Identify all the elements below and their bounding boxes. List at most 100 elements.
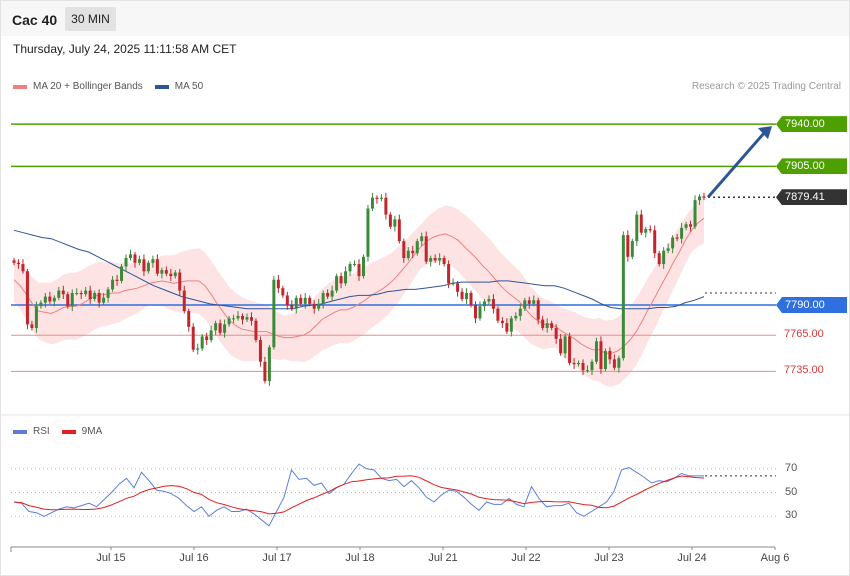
candle-body <box>339 276 343 284</box>
candle-body <box>388 214 392 227</box>
candle-body <box>514 315 518 319</box>
candle-body <box>379 197 383 199</box>
candle-body <box>617 358 621 368</box>
rsi-tick-label: 70 <box>785 461 798 474</box>
candle-body <box>599 341 603 369</box>
price-legend: MA 20 + Bollinger Bands MA 50 <box>13 81 215 92</box>
candle-body <box>299 297 303 304</box>
rsi-tick-label: 30 <box>785 509 798 522</box>
candle-body <box>34 306 38 328</box>
candle-body <box>308 297 312 304</box>
candle-body <box>559 338 563 354</box>
bollinger-band <box>14 193 704 387</box>
header-bar: Cac 40 30 MIN <box>1 1 849 36</box>
x-axis-label: Jul 23 <box>594 552 624 564</box>
candle-body <box>353 264 357 266</box>
forecast-arrow-head-icon <box>758 126 772 140</box>
research-credit: Research © 2025 Trading Central <box>691 81 841 92</box>
candle-body <box>693 200 697 227</box>
candle-body <box>487 299 491 302</box>
candle-body <box>303 297 307 304</box>
candle-body <box>16 262 20 265</box>
candle-body <box>254 320 258 341</box>
candle-body <box>460 291 464 300</box>
candle-body <box>57 290 61 298</box>
candle-body <box>214 323 218 331</box>
candle-body <box>196 348 200 350</box>
candle-body <box>267 347 271 382</box>
candle-body <box>603 350 607 369</box>
candle-body <box>465 292 469 300</box>
legend-item-rsi: RSI <box>13 426 50 437</box>
level-label-7765.00: 7765.00 <box>784 328 824 341</box>
candle-body <box>218 323 222 333</box>
ma50-swatch-icon <box>154 84 169 89</box>
x-axis-label: Jul 15 <box>96 552 126 564</box>
candle-body <box>178 272 182 291</box>
x-axis-label: Aug 6 <box>760 552 790 564</box>
candle-body <box>594 341 598 362</box>
candle-body <box>48 296 52 302</box>
candle-body <box>572 362 576 365</box>
candle-body <box>545 323 549 328</box>
candle-body <box>61 290 65 295</box>
candle-body <box>344 271 348 284</box>
candle-body <box>478 306 482 319</box>
candle-body <box>223 324 227 333</box>
candle-body <box>577 362 581 365</box>
candle-body <box>312 303 316 309</box>
candle-body <box>66 294 70 307</box>
candle-body <box>523 300 527 309</box>
candle-body <box>232 318 236 320</box>
candle-body <box>111 279 115 290</box>
interval-selector[interactable]: 30 MIN <box>65 7 116 31</box>
candle-body <box>128 254 132 259</box>
candle-body <box>675 237 679 239</box>
legend-item-ma20: MA 20 + Bollinger Bands <box>13 81 143 92</box>
candle-body <box>527 300 531 304</box>
candle-body <box>43 296 47 303</box>
candle-body <box>482 301 486 307</box>
candle-body <box>586 370 590 372</box>
candle-body <box>133 254 137 263</box>
x-axis-label: Jul 22 <box>511 552 541 564</box>
candle-body <box>335 276 339 291</box>
candle-body <box>317 303 321 309</box>
level-label-7905.00: 7905.00 <box>776 158 847 175</box>
candle-body <box>411 250 415 254</box>
candle-body <box>169 273 173 277</box>
candle-body <box>590 361 594 371</box>
candle-body <box>187 311 191 327</box>
candle-body <box>666 248 670 251</box>
candle-body <box>151 259 155 263</box>
candle-body <box>689 224 693 227</box>
candle-body <box>621 235 625 359</box>
candle-body <box>397 219 401 242</box>
candle-body <box>433 258 437 261</box>
instrument-title: Cac 40 <box>12 12 58 28</box>
legend-item-9ma: 9MA <box>61 426 103 437</box>
candle-body <box>272 279 276 348</box>
candle-body <box>536 300 540 320</box>
legend-label-9ma: 9MA <box>81 426 103 437</box>
candle-body <box>429 258 433 262</box>
candle-body <box>451 283 455 285</box>
candle-body <box>406 250 410 259</box>
candle-body <box>205 336 209 341</box>
candle-body <box>702 196 706 198</box>
candle-body <box>684 224 688 228</box>
candle-body <box>294 297 298 309</box>
candle-body <box>370 197 374 209</box>
candle-body <box>393 219 397 227</box>
candle-body <box>518 308 522 316</box>
candle-body <box>290 305 294 309</box>
candle-body <box>653 230 657 254</box>
candle-body <box>276 279 280 289</box>
candle-body <box>415 241 419 254</box>
candle-body <box>241 315 245 320</box>
rsi-line <box>13 463 704 527</box>
candle-body <box>21 264 25 272</box>
candle-body <box>84 290 88 295</box>
level-label-7940.00: 7940.00 <box>776 116 847 133</box>
